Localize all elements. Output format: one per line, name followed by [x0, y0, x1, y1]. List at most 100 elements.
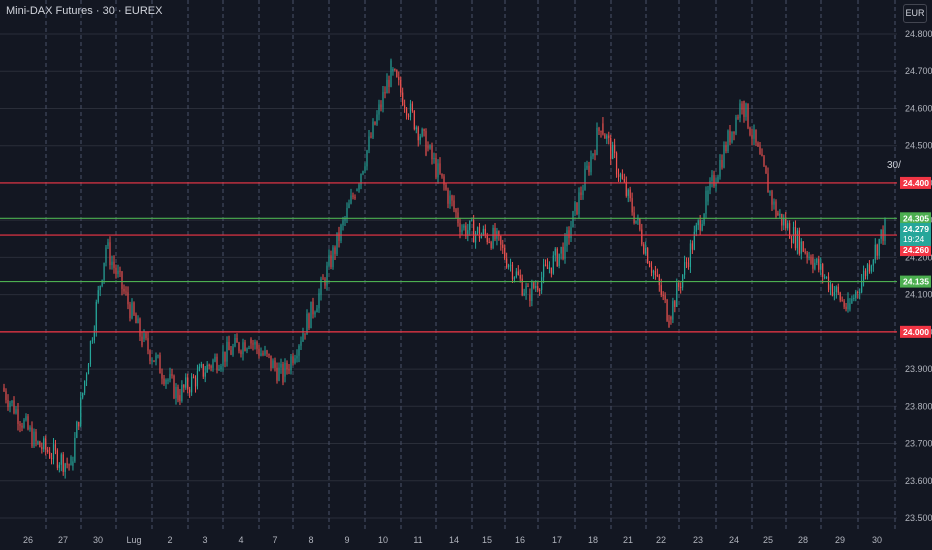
candle-body	[737, 117, 739, 119]
candle-body	[314, 312, 316, 315]
candle-body	[814, 262, 816, 269]
candle-body	[407, 115, 410, 117]
candle-body	[372, 121, 374, 138]
candle-body	[423, 129, 425, 132]
candle-body	[50, 458, 53, 460]
candle-body	[226, 341, 228, 362]
candle-body	[717, 176, 719, 183]
candle-body	[829, 284, 832, 290]
candle-body	[33, 431, 35, 447]
x-tick-label: 26	[23, 535, 33, 545]
candle-body	[509, 264, 512, 266]
currency-button[interactable]: EUR	[903, 4, 927, 23]
candle-body	[191, 376, 193, 393]
chart-title: Mini-DAX Futures · 30 · EUREX	[6, 5, 163, 17]
candle-body	[47, 449, 49, 453]
candle-body	[759, 146, 761, 155]
candle-body	[570, 227, 572, 239]
candle-body	[486, 234, 488, 243]
candle-body	[763, 156, 765, 166]
candle-body	[429, 145, 431, 149]
y-tick-label: 24.800	[905, 29, 932, 39]
candle-body	[296, 355, 298, 359]
candle-body	[338, 232, 340, 241]
candle-body	[672, 301, 674, 320]
candle-body	[539, 289, 541, 291]
candle-body	[610, 137, 612, 160]
candle-body	[29, 427, 31, 430]
candle-body	[498, 231, 500, 237]
candle-body	[413, 110, 415, 130]
candle-body	[849, 303, 851, 310]
candle-body	[837, 286, 839, 293]
candle-body	[645, 248, 647, 254]
candle-body	[769, 191, 771, 193]
candle-body	[588, 165, 590, 173]
last-price-label: 24.279	[903, 224, 929, 234]
candle-body	[103, 262, 105, 280]
candlestick-series	[3, 58, 886, 479]
candle-body	[280, 363, 282, 368]
candle-body	[131, 302, 133, 319]
candle-body	[621, 174, 623, 179]
candle-body	[506, 258, 508, 268]
candle-body	[816, 258, 818, 263]
candle-body	[576, 202, 578, 215]
candle-body	[147, 338, 149, 351]
candle-body	[449, 195, 451, 204]
candle-body	[70, 457, 72, 466]
candle-body	[244, 342, 246, 351]
candle-body	[808, 256, 810, 258]
candle-body	[839, 292, 841, 301]
x-tick-label: 29	[835, 535, 845, 545]
candle-body	[525, 286, 527, 294]
candle-body	[405, 108, 408, 116]
candle-body	[779, 213, 781, 216]
candle-body	[777, 212, 779, 216]
candle-body	[129, 304, 131, 319]
candle-body	[82, 392, 84, 398]
candle-body	[3, 387, 5, 392]
candle-body	[240, 351, 242, 355]
candle-body	[49, 452, 51, 459]
candle-body	[302, 333, 304, 342]
candle-body	[810, 256, 812, 264]
candle-body	[674, 301, 676, 307]
side-label: 30/	[887, 160, 901, 171]
candle-body	[183, 384, 185, 388]
candle-body	[97, 290, 99, 302]
candle-body	[725, 145, 727, 152]
candle-body	[488, 242, 490, 244]
candle-body	[806, 252, 808, 258]
candle-body	[874, 244, 876, 260]
candle-body	[222, 351, 224, 366]
candle-body	[292, 356, 294, 363]
candle-body	[35, 431, 37, 442]
candle-body	[125, 291, 127, 293]
candle-body	[210, 366, 212, 368]
candle-body	[105, 247, 107, 263]
x-tick-label: 4	[238, 535, 243, 545]
candle-body	[802, 241, 804, 252]
candle-body	[121, 271, 123, 289]
candle-body	[652, 271, 655, 273]
candle-body	[542, 264, 545, 278]
candle-body	[476, 227, 479, 233]
y-tick-label: 23.900	[905, 364, 932, 374]
candle-body	[234, 337, 236, 347]
candle-body	[196, 370, 199, 387]
candle-body	[282, 363, 284, 383]
candle-body	[153, 360, 155, 362]
x-tick-label: 7	[272, 535, 277, 545]
candle-body	[382, 92, 384, 108]
x-tick-label: 21	[623, 535, 633, 545]
candle-body	[278, 367, 280, 381]
candle-body	[58, 464, 60, 468]
candle-body	[216, 356, 218, 371]
candle-body	[612, 144, 614, 160]
candle-body	[531, 282, 533, 301]
level-badge-label: 24.000	[903, 327, 929, 337]
candle-body	[870, 265, 872, 272]
candle-body	[604, 134, 606, 139]
